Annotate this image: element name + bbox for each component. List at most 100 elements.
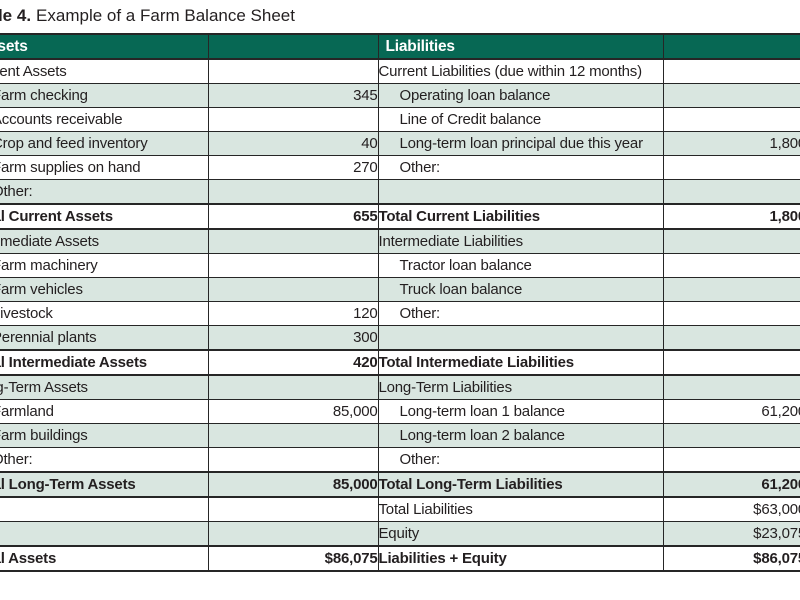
table-row: Accounts receivable Line of Credit balanc… [0, 107, 800, 132]
asset-value-cell [207, 277, 379, 302]
table-row: Farm machinery Tractor loan balance [0, 253, 800, 278]
liability-label-cell: Total Liabilities [377, 496, 664, 522]
liability-label-cell: Tractor loan balance [377, 253, 664, 278]
asset-label-cell: Intermediate Assets [0, 228, 209, 254]
asset-value-cell: 420 [207, 349, 379, 376]
liability-label-cell: Long-term loan principal due this year [377, 131, 664, 156]
liability-value-cell [662, 447, 800, 473]
table-title-text: Example of a Farm Balance Sheet [36, 6, 295, 25]
asset-label-cell [0, 521, 209, 547]
liability-value-cell [662, 155, 800, 180]
asset-label-cell: Accounts receivable [0, 107, 209, 132]
liability-value-cell: 61,200 [662, 399, 800, 424]
liability-label-cell: Total Intermediate Liabilities [377, 349, 664, 376]
table-row: Other: Other: [0, 447, 800, 473]
liability-label-cell: Total Long-Term Liabilities [377, 471, 664, 498]
asset-value-cell [207, 521, 379, 547]
asset-value-cell: 40 [207, 131, 379, 156]
asset-label-cell: Crop and feed inventory [0, 131, 209, 156]
liability-value-cell [662, 301, 800, 326]
asset-value-cell [207, 447, 379, 473]
asset-value-cell: $86,075 [207, 545, 379, 572]
liability-value-cell [662, 83, 800, 108]
asset-label-cell [0, 496, 209, 522]
liability-value-cell: 61,200 [662, 471, 800, 498]
asset-value-cell [207, 253, 379, 278]
asset-label-cell: Other: [0, 447, 209, 473]
assets-value-column-header [207, 33, 379, 60]
table-row: Farm buildings Long-term loan 2 balance [0, 423, 800, 448]
liability-value-cell [662, 253, 800, 278]
liability-label-cell: Other: [377, 301, 664, 326]
asset-label-cell: Current Assets [0, 58, 209, 84]
asset-value-cell: 85,000 [207, 471, 379, 498]
asset-value-cell [207, 496, 379, 522]
asset-value-cell [207, 374, 379, 400]
asset-label-cell: Farm buildings [0, 423, 209, 448]
liability-label-cell: Long-Term Liabilities [377, 374, 664, 400]
table-row: Intermediate Assets Intermediate Liabilit… [0, 228, 800, 254]
liability-value-cell: $63,000 [662, 496, 800, 522]
asset-value-cell: 85,000 [207, 399, 379, 424]
liability-label-cell: Intermediate Liabilities [377, 228, 664, 254]
asset-label-cell: Livestock [0, 301, 209, 326]
table-row: Farm supplies on hand 270 Other: [0, 155, 800, 180]
table-row: Perennial plants 300 [0, 325, 800, 351]
liability-value-cell: 1,800 [662, 131, 800, 156]
table-row: Farm vehicles Truck loan balance [0, 277, 800, 302]
table-row: Equity$23,075 [0, 521, 800, 547]
liability-label-cell: Current Liabilities (due within 12 month… [377, 58, 664, 84]
asset-value-cell: 655 [207, 203, 379, 230]
liability-value-cell [662, 325, 800, 351]
liability-label-cell: Other: [377, 447, 664, 473]
table-title-number: Table 4. [0, 6, 32, 25]
asset-value-cell [207, 58, 379, 84]
liability-value-cell [662, 423, 800, 448]
liability-value-cell [662, 107, 800, 132]
asset-value-cell [207, 228, 379, 254]
liability-label-cell: Long-term loan 1 balance [377, 399, 664, 424]
liability-value-cell [662, 277, 800, 302]
balance-sheet: Table 4.Example of a Farm Balance Sheet … [0, 5, 800, 572]
asset-value-cell: 300 [207, 325, 379, 351]
table-row: Other: [0, 179, 800, 205]
table-header-row: Assets Liabilities [0, 33, 800, 60]
asset-value-cell [207, 423, 379, 448]
asset-label-cell: Farm vehicles [0, 277, 209, 302]
liability-value-cell [662, 374, 800, 400]
liability-value-cell: $86,075 [662, 545, 800, 572]
asset-value-cell: 120 [207, 301, 379, 326]
liability-label-cell: Liabilities + Equity [377, 545, 664, 572]
table-row: Long-Term Assets Long-Term Liabilities [0, 374, 800, 400]
liability-label-cell: Operating loan balance [377, 83, 664, 108]
asset-label-cell: Total Intermediate Assets [0, 349, 209, 376]
liability-value-cell [662, 58, 800, 84]
assets-column-header: Assets [0, 33, 209, 60]
liability-value-cell [662, 228, 800, 254]
asset-label-cell: Total Assets [0, 545, 209, 572]
table-title: Table 4.Example of a Farm Balance Sheet [0, 5, 800, 27]
liability-value-cell: 1,800 [662, 203, 800, 230]
asset-label-cell: Farm checking [0, 83, 209, 108]
table-row: Current Assets Current Liabilities (due w… [0, 58, 800, 84]
liability-value-cell: $23,075 [662, 521, 800, 547]
asset-label-cell: Total Long-Term Assets [0, 471, 209, 498]
asset-label-cell: Long-Term Assets [0, 374, 209, 400]
liability-label-cell: Truck loan balance [377, 277, 664, 302]
table-row: Farm checking 345 Operating loan balance [0, 83, 800, 108]
asset-value-cell [207, 107, 379, 132]
asset-value-cell: 345 [207, 83, 379, 108]
liabilities-value-column-header [662, 33, 800, 60]
liability-label-cell [377, 325, 664, 351]
table-row: Livestock120Other: [0, 301, 800, 326]
liability-value-cell [662, 349, 800, 376]
table-row: Crop and feed inventory 40 Long-term loan … [0, 131, 800, 156]
asset-value-cell: 270 [207, 155, 379, 180]
asset-label-cell: Total Current Assets [0, 203, 209, 230]
